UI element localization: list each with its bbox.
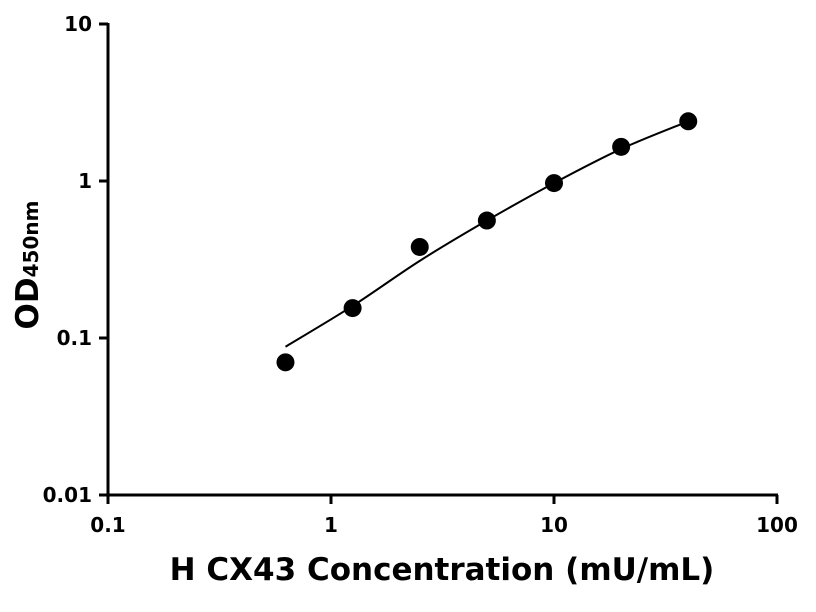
y-tick-label: 1 xyxy=(78,169,92,193)
data-point xyxy=(612,137,631,156)
y-axis-label: OD450nm xyxy=(10,201,46,330)
data-point xyxy=(410,237,429,256)
y-tick-label: 0.1 xyxy=(57,326,92,350)
x-tick-label: 1 xyxy=(324,513,338,537)
data-point xyxy=(343,299,362,318)
data-point xyxy=(679,112,698,131)
x-tick-label: 100 xyxy=(756,513,798,537)
x-tick-label: 10 xyxy=(540,513,568,537)
x-axis-label: H CX43 Concentration (mU/mL) xyxy=(170,552,715,588)
y-axis-label-main: OD xyxy=(10,277,46,329)
y-tick-label: 0.01 xyxy=(43,483,92,507)
data-point xyxy=(477,211,496,230)
x-tick-label: 0.1 xyxy=(90,513,125,537)
y-axis-label-sub: 450nm xyxy=(19,201,43,278)
data-point xyxy=(276,353,295,372)
data-point xyxy=(545,174,563,193)
y-tick-label: 10 xyxy=(64,12,92,36)
